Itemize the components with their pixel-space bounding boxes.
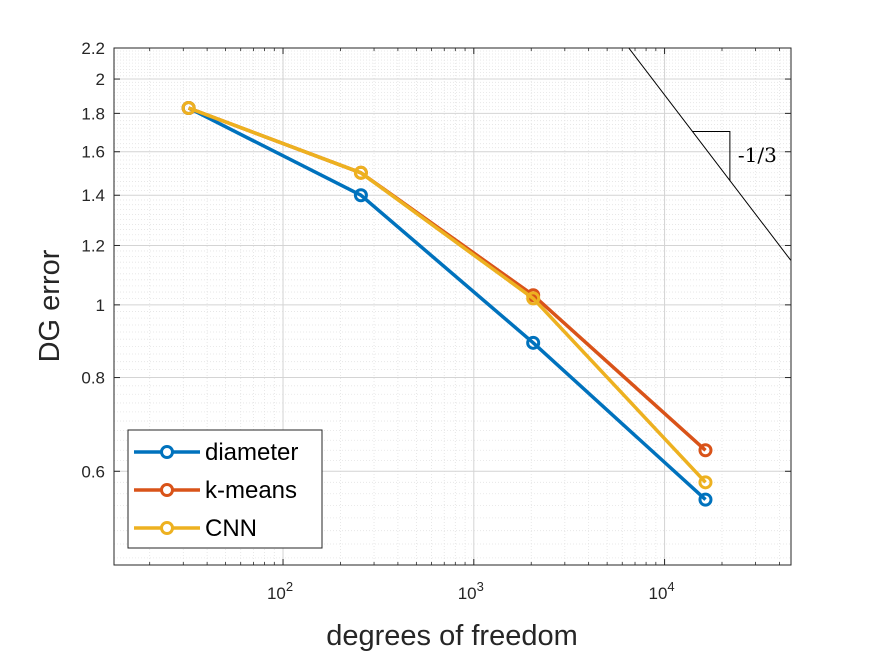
series-group [181, 100, 713, 507]
legend-marker-cnn [160, 521, 174, 535]
y-tick-label: 1 [96, 296, 105, 315]
x-tick-label: 102 [267, 579, 293, 603]
x-tick-label: 103 [458, 579, 484, 603]
x-axis-label: degrees of freedom [326, 620, 577, 652]
data-point-diameter [353, 188, 368, 203]
legend-marker-k-means [160, 483, 174, 497]
data-point-diameter [698, 492, 713, 507]
slope-triangle [692, 130, 731, 181]
y-tick-label: 2 [96, 70, 105, 89]
series-line-diameter [187, 106, 707, 501]
data-point-cnn [698, 475, 713, 490]
legend-label-k-means: k-means [205, 477, 297, 504]
y-tick-label: 1.2 [81, 236, 105, 255]
slope-reference-line [628, 48, 791, 261]
y-tick-label: 2.2 [81, 39, 105, 58]
plot-frame [113, 47, 792, 566]
legend-marker-diameter [160, 445, 174, 459]
y-tick-label: 1.4 [81, 186, 105, 205]
data-point-diameter [526, 335, 541, 350]
data-point-cnn [526, 291, 541, 306]
data-point-k-means [698, 443, 713, 458]
x-tick-label: 104 [648, 579, 674, 603]
data-point-cnn [181, 100, 196, 115]
series-line-cnn [187, 106, 707, 484]
y-tick-label: 0.8 [81, 369, 105, 388]
y-tick-label: 1.8 [81, 104, 105, 123]
slope-label: -1/3 [738, 143, 777, 167]
data-point-cnn [353, 165, 368, 180]
y-tick-label: 1.6 [81, 143, 105, 162]
legend: diameter k-means CNN [127, 429, 323, 549]
legend-label-diameter: diameter [205, 439, 298, 466]
slope-triangle-group: -1/3 [628, 48, 791, 261]
legend-label-cnn: CNN [205, 515, 257, 542]
grid [114, 47, 791, 565]
y-tick-label: 0.6 [81, 462, 105, 481]
y-axis-label: DG error [34, 249, 66, 362]
